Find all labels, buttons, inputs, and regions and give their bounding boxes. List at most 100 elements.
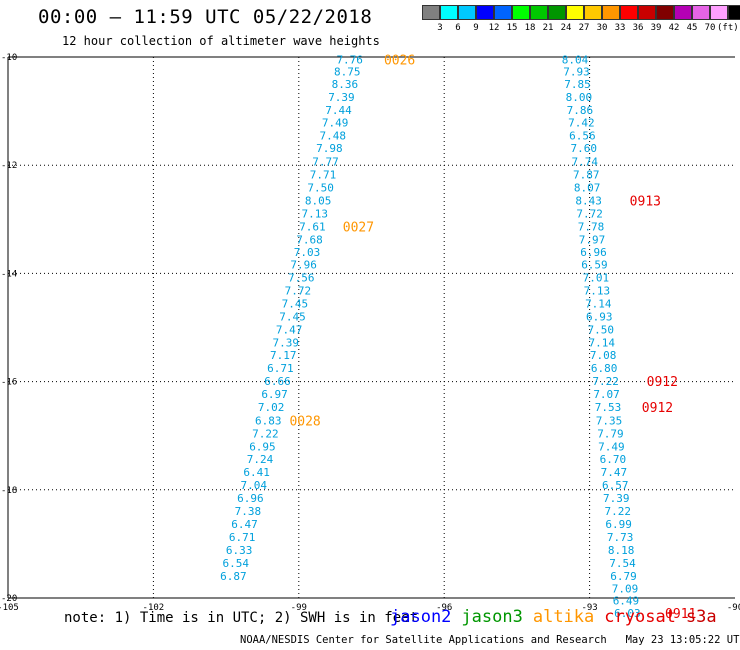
time-labels: 0026 0027 0028 0913 0912 0912 0911 — [289, 54, 696, 622]
swh-point-cryosat: 8.07 — [574, 181, 601, 194]
color-scale-label: 6 — [455, 23, 461, 33]
swh-point-cryosat: 7.39 — [603, 492, 630, 505]
swh-point-cryosat: 7.35 — [596, 415, 623, 428]
swh-point-cryosat: 7.87 — [573, 168, 600, 181]
chart-subtitle: 12 hour collection of altimeter wave hei… — [62, 34, 380, 48]
satellite-legend: jason2 jason3 altika cryosat s3a — [390, 607, 727, 627]
swh-point-altika: 7.39 — [328, 91, 355, 104]
swh-point-cryosat: 7.86 — [567, 104, 594, 117]
legend-item-s3a: s3a — [685, 607, 717, 627]
color-swatch — [494, 5, 512, 20]
swh-point-cryosat: 7.09 — [612, 582, 639, 595]
swh-point-cryosat: 8.00 — [566, 91, 593, 104]
color-scale-label: 27 — [578, 23, 590, 33]
swh-point-altika: 7.45 — [279, 311, 306, 324]
swh-point-cryosat: 7.07 — [593, 388, 620, 401]
swh-point-altika: 7.48 — [319, 129, 346, 142]
color-scale-label: 30 — [596, 23, 608, 33]
pass-time-label: 0913 — [630, 194, 661, 209]
swh-point-altika: 7.44 — [325, 104, 352, 117]
swh-point-altika: 6.96 — [237, 492, 264, 505]
swh-point-altika: 7.22 — [252, 428, 279, 441]
swh-point-cryosat: 7.08 — [590, 349, 617, 362]
swh-point-altika: 6.47 — [231, 518, 258, 531]
x-tick-label: -96 — [436, 603, 452, 613]
swh-point-altika: 7.04 — [240, 479, 267, 492]
swh-point-cryosat: 7.79 — [597, 428, 624, 441]
color-swatch — [692, 5, 710, 20]
swh-point-altika: 6.83 — [255, 415, 282, 428]
swh-point-altika: 7.24 — [247, 453, 274, 466]
color-swatch — [638, 5, 656, 20]
data-points: 7.768.758.367.397.447.497.487.987.777.71… — [220, 54, 641, 620]
pass-time-label: 0911 — [665, 607, 696, 622]
swh-point-altika: 7.68 — [296, 233, 323, 246]
swh-point-cryosat: 7.49 — [598, 441, 625, 454]
color-scale-label: 3 — [437, 23, 443, 33]
swh-point-altika: 7.77 — [312, 155, 339, 168]
pass-time-label: 0028 — [289, 415, 320, 430]
swh-point-cryosat: 7.22 — [592, 375, 619, 388]
color-swatch — [710, 5, 728, 20]
y-tick-label: -10 — [1, 53, 17, 63]
swh-point-cryosat: 7.47 — [601, 466, 628, 479]
swh-point-altika: 7.98 — [316, 142, 343, 155]
swh-point-altika: 8.05 — [305, 194, 332, 207]
swh-point-altika: 7.61 — [299, 220, 326, 233]
color-swatch — [602, 5, 620, 20]
swh-point-cryosat: 7.53 — [595, 401, 622, 414]
swh-point-altika: 7.17 — [270, 349, 297, 362]
color-scale-label: 36 — [632, 23, 644, 33]
swh-point-cryosat: 6.57 — [602, 479, 629, 492]
swh-point-altika: 6.95 — [249, 441, 276, 454]
swh-point-cryosat: 7.14 — [588, 337, 615, 350]
color-swatch — [440, 5, 458, 20]
swh-point-altika: 7.76 — [336, 54, 363, 67]
swh-point-cryosat: 7.93 — [563, 66, 590, 79]
swh-point-altika: 7.72 — [285, 285, 312, 298]
swh-point-altika: 7.50 — [307, 181, 334, 194]
swh-point-altika: 8.36 — [332, 78, 359, 91]
footnote: note: 1) Time is in UTC; 2) SWH is in fe… — [64, 610, 419, 626]
swh-point-cryosat: 7.78 — [578, 220, 605, 233]
color-swatch — [620, 5, 638, 20]
swh-point-cryosat: 7.97 — [579, 233, 606, 246]
swh-point-cryosat: 8.18 — [608, 544, 635, 557]
swh-point-cryosat: 6.70 — [600, 453, 627, 466]
credit-line: NOAA/NESDIS Center for Satellite Applica… — [240, 634, 740, 646]
color-swatch — [728, 5, 740, 20]
pass-time-label: 0027 — [343, 220, 374, 235]
color-swatch — [422, 5, 440, 20]
color-scale-label: 39 — [650, 23, 662, 33]
y-tick-label: -16 — [1, 378, 17, 388]
swh-point-cryosat: 7.22 — [604, 505, 631, 518]
swh-point-altika: 8.75 — [334, 66, 361, 79]
y-tick-label: -20 — [1, 594, 17, 604]
color-scale-unit: (ft) — [717, 23, 739, 33]
legend-item-jason2: jason2 — [390, 607, 452, 627]
color-swatch — [512, 5, 530, 20]
color-scale-label: 42 — [668, 23, 680, 33]
swh-point-cryosat: 6.79 — [610, 570, 637, 583]
swh-point-altika: 7.49 — [322, 116, 349, 129]
axis-frame — [7, 56, 735, 599]
color-scale-label: 45 — [686, 23, 698, 33]
swh-point-cryosat: 7.14 — [585, 298, 612, 311]
swh-point-cryosat: 6.93 — [586, 311, 613, 324]
swh-point-cryosat: 7.73 — [607, 531, 634, 544]
swh-point-cryosat: 7.01 — [583, 272, 610, 285]
pass-time-label: 0026 — [384, 54, 415, 69]
legend-item-jason3: jason3 — [461, 607, 523, 627]
swh-point-cryosat: 8.43 — [575, 194, 602, 207]
y-tick-label: -12 — [1, 161, 17, 171]
swh-point-cryosat: 7.85 — [564, 78, 591, 91]
swh-point-altika: 6.54 — [223, 557, 250, 570]
swh-point-altika: 6.87 — [220, 570, 247, 583]
swh-point-cryosat: 8.04 — [562, 54, 589, 67]
legend-item-cryosat: cryosat — [604, 607, 676, 627]
color-swatch — [656, 5, 674, 20]
chart-title: 00:00 – 11:59 UTC 05/22/2018 — [38, 6, 373, 28]
color-swatch — [458, 5, 476, 20]
color-scale-label: 12 — [488, 23, 500, 33]
swh-point-altika: 7.56 — [288, 272, 315, 285]
